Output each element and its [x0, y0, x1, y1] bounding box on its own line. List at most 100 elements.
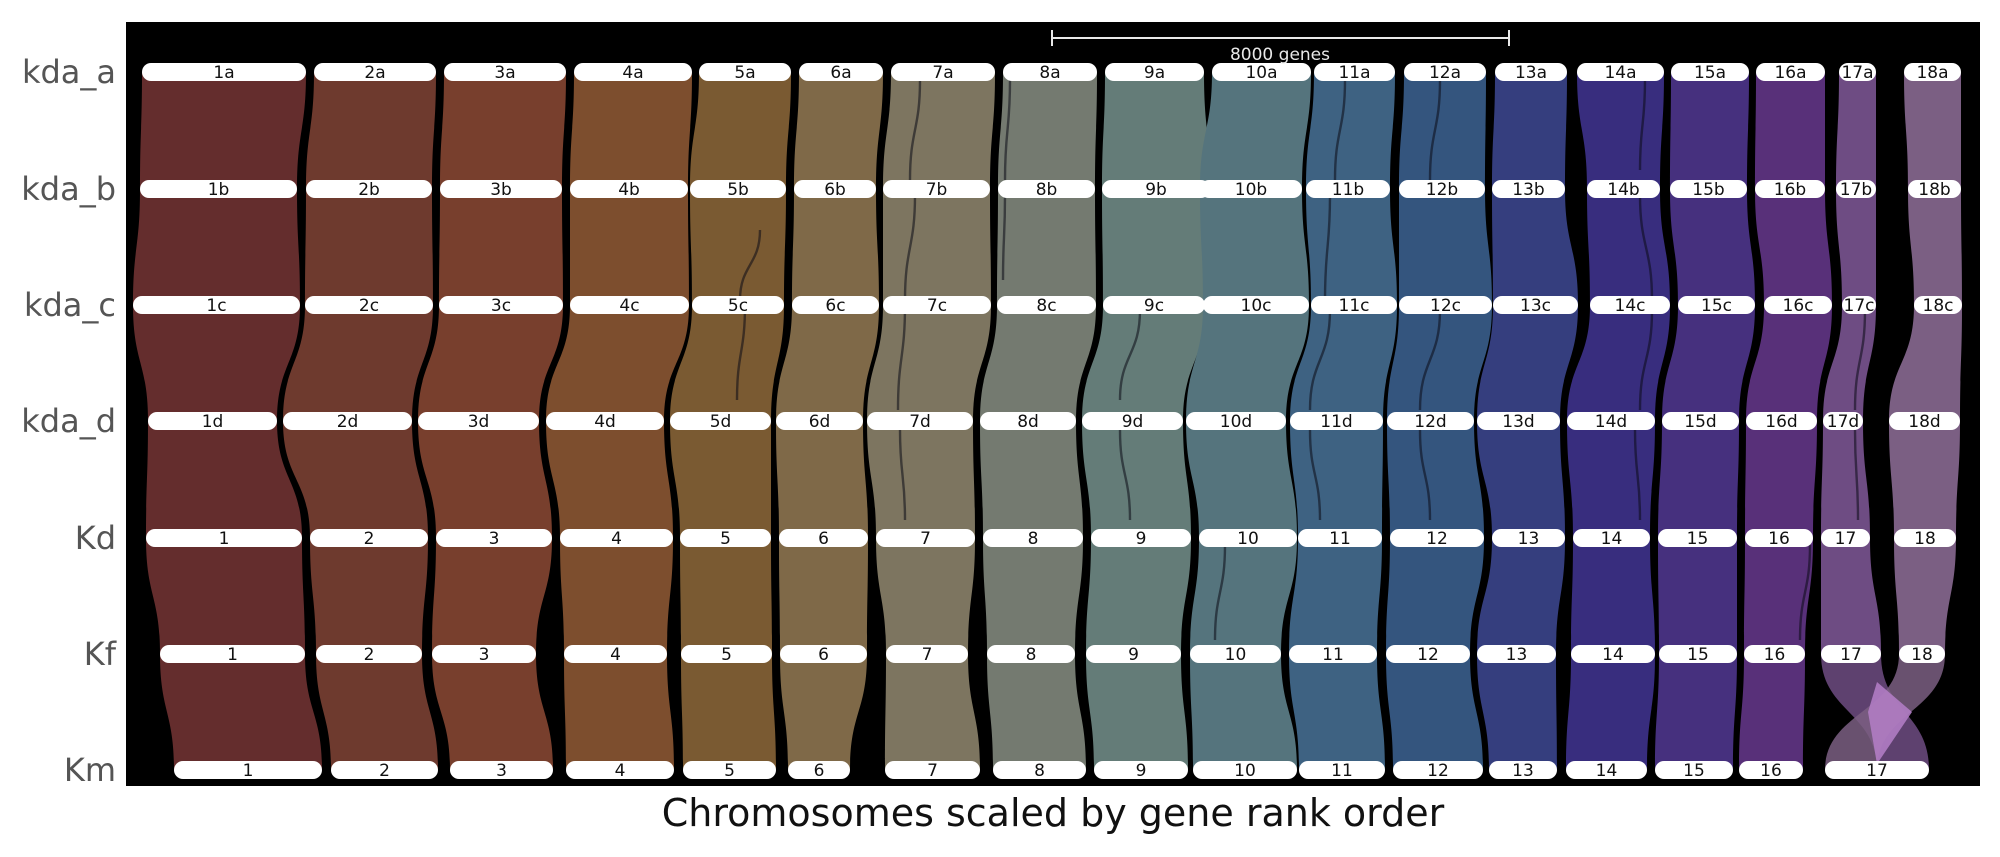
chromosome-label: 3	[479, 645, 490, 665]
chromosome-label: 10a	[1245, 63, 1277, 83]
synteny-ribbon-Kf-Km-10	[1190, 654, 1297, 770]
chromosome-bar	[1299, 761, 1385, 779]
synteny-ribbon-kda_c-kda_d-11	[1290, 305, 1397, 421]
synteny-ribbon-Kd-Kf-5	[680, 538, 772, 654]
chromosome-kda_b-14b: 14b	[1587, 180, 1660, 200]
synteny-ribbon-kda_a-kda_b-3	[440, 72, 566, 189]
chromosome-bar	[987, 645, 1075, 663]
chromosome-bar	[1908, 180, 1961, 198]
chromosome-label: 8	[1026, 645, 1037, 665]
chromosome-Kf-14: 14	[1571, 645, 1655, 665]
synteny-ribbon-Kd-Kf-15	[1658, 538, 1737, 654]
chromosome-label: 1a	[213, 63, 234, 83]
chromosome-label: 17a	[1841, 63, 1873, 83]
chromosome-kda_d-17d: 17d	[1823, 412, 1863, 432]
chromosome-Km-4: 4	[566, 761, 674, 781]
synteny-ribbon-kda_d-Kd-5	[670, 421, 771, 538]
chromosome-Kd-7: 7	[876, 529, 975, 549]
chromosome-label: 12a	[1429, 63, 1461, 83]
synteny-ribbon-kda_a-kda_b-9	[1102, 72, 1210, 189]
synteny-ribbon-Kd-Kf-14	[1571, 538, 1655, 654]
chromosome-label: 10b	[1235, 180, 1267, 200]
chromosome-bar	[560, 529, 673, 547]
chromosome-label: 3	[489, 529, 500, 549]
chromosome-Km-14: 14	[1566, 761, 1647, 781]
chromosome-kda_c-2c: 2c	[305, 296, 433, 316]
chromosome-label: 5	[724, 761, 735, 781]
chromosome-label: 12	[1417, 645, 1439, 665]
synteny-ribbon-Kd-Kf-6	[779, 538, 868, 654]
synteny-ribbon-kda_c-kda_d-14	[1567, 305, 1670, 421]
synteny-ribbon-Kf-Km-15	[1655, 654, 1737, 770]
chromosome-bar	[1904, 63, 1961, 81]
chromosome-bar	[564, 645, 667, 663]
synteny-ribbon-Kd-Kf-18	[1894, 538, 1956, 654]
synteny-ribbon-kda_a-kda_b-7	[883, 72, 995, 189]
chromosome-bar	[1200, 180, 1302, 198]
chromosome-bar	[776, 412, 863, 430]
chromosome-kda_c-6c: 6c	[792, 296, 879, 316]
genome-label-kda_a: kda_a	[22, 53, 116, 91]
chromosome-Kf-4: 4	[564, 645, 667, 665]
chromosome-bar	[1404, 63, 1486, 81]
chromosome-kda_c-1c: 1c	[133, 296, 300, 316]
chromosome-kda_d-8d: 8d	[980, 412, 1076, 432]
chromosome-kda_a-13a: 13a	[1495, 63, 1567, 83]
chromosome-label: 17	[1835, 529, 1857, 549]
synteny-ribbon-kda_a-kda_b-15	[1670, 72, 1749, 189]
synteny-ribbon-kda_a-kda_b-1	[140, 72, 306, 189]
chromosome-label: 6b	[824, 180, 846, 200]
synteny-ribbons	[133, 72, 1962, 770]
chromosome-bar	[1186, 412, 1286, 430]
chromosome-label: 5a	[734, 63, 755, 83]
synteny-ribbon-kda_d-Kd-2	[283, 421, 428, 538]
synteny-ribbon-kda_d-Kd-18	[1889, 421, 1960, 538]
chromosome-Km-6: 6	[788, 761, 850, 781]
chromosome-label: 13a	[1515, 63, 1547, 83]
chromosome-kda_b-12b: 12b	[1399, 180, 1485, 200]
chromosome-label: 9	[1128, 645, 1139, 665]
chromosome-Kd-8: 8	[983, 529, 1083, 549]
chromosome-label: 2a	[364, 63, 385, 83]
chromosome-bar	[1662, 412, 1739, 430]
chromosome-label: 17	[1840, 645, 1862, 665]
chromosome-Kd-15: 15	[1658, 529, 1737, 549]
chromosome-Kd-9: 9	[1091, 529, 1191, 549]
chromosome-label: 3c	[491, 296, 511, 316]
chromosome-bar	[886, 645, 968, 663]
synteny-ribbon-kda_c-kda_d-3	[418, 305, 563, 421]
chromosome-label: 14	[1602, 645, 1624, 665]
chromosome-bar	[432, 645, 536, 663]
chromosome-label: 8	[1028, 529, 1039, 549]
synteny-ribbon-kda_d-Kd-3	[418, 421, 552, 538]
chromosome-bar	[1386, 645, 1470, 663]
genome-labels: kda_a kda_b kda_c kda_d Kd Kf Km	[21, 53, 117, 789]
chromosome-bar	[570, 296, 689, 314]
chromosome-label: 3b	[490, 180, 512, 200]
inversion-streak	[1798, 544, 1812, 641]
chromosome-bar	[1658, 529, 1737, 547]
chromosome-bar	[681, 645, 772, 663]
chromosome-kda_b-8b: 8b	[998, 180, 1095, 200]
chromosome-Kf-12: 12	[1386, 645, 1470, 665]
chromosome-bar	[883, 296, 991, 314]
chromosome-bar	[1755, 180, 1825, 198]
inversion-streak	[898, 429, 907, 521]
chromosome-bar	[1199, 529, 1297, 547]
chromosome-bar	[1836, 180, 1876, 198]
chromosome-label: 7a	[932, 63, 953, 83]
chromosome-label: 11d	[1320, 412, 1352, 432]
synteny-ribbon-kda_c-kda_d-1	[133, 305, 300, 421]
chromosome-kda_a-14a: 14a	[1577, 63, 1664, 83]
synteny-ribbon-kda_b-kda_c-4	[570, 189, 689, 305]
chromosome-kda_c-13c: 13c	[1493, 296, 1578, 316]
synteny-ribbon-kda_c-kda_d-2	[283, 305, 433, 421]
chromosome-bar	[799, 63, 883, 81]
genome-label-Kd: Kd	[75, 519, 116, 557]
chromosome-label: 16d	[1765, 412, 1797, 432]
synteny-ribbon-kda_a-kda_b-6	[794, 72, 883, 189]
chromosome-kda_c-15c: 15c	[1678, 296, 1755, 316]
chromosome-kda_b-10b: 10b	[1200, 180, 1302, 200]
synteny-ribbon-kda_b-kda_c-17	[1836, 189, 1876, 305]
chromosome-label: 10	[1237, 529, 1259, 549]
